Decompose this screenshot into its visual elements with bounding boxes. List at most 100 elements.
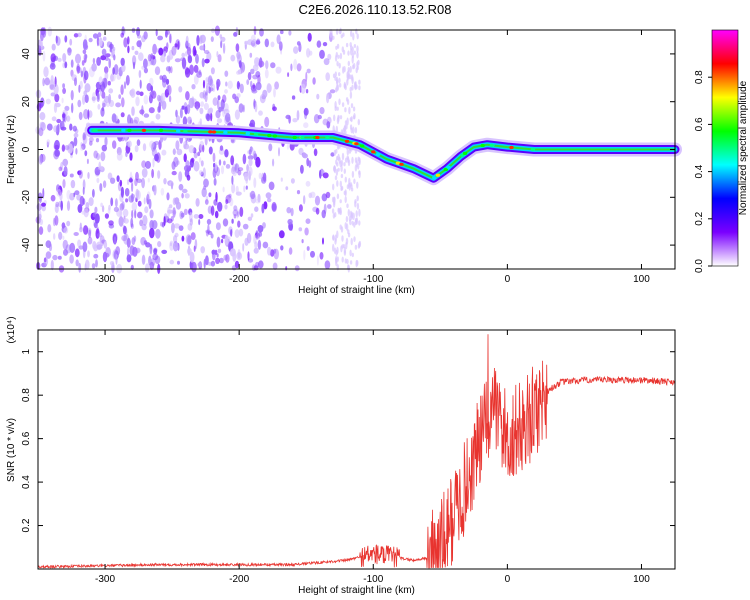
noise-speck [63, 249, 68, 256]
noise-speck [247, 72, 252, 81]
y-tick-label: -20 [21, 190, 32, 205]
noise-speck [120, 32, 124, 38]
noise-speck [306, 68, 311, 74]
noise-speck [319, 252, 324, 260]
noise-speck [148, 198, 152, 210]
noise-speck [255, 261, 260, 268]
noise-speck [350, 103, 354, 109]
noise-speck [166, 218, 173, 224]
noise-speck [351, 170, 355, 178]
noise-speck [336, 180, 339, 187]
noise-speck [255, 40, 261, 45]
noise-speck [234, 109, 240, 120]
noise-speck [316, 255, 319, 266]
noise-speck [199, 45, 205, 51]
noise-speck [40, 40, 43, 48]
noise-speck [349, 260, 353, 265]
noise-speck [232, 209, 239, 217]
noise-speck [142, 215, 148, 226]
noise-speck [115, 102, 121, 108]
noise-speck [202, 144, 205, 153]
noise-speck [110, 177, 116, 184]
noise-speck [253, 177, 257, 189]
noise-speck [42, 50, 46, 62]
noise-speck [168, 95, 172, 103]
noise-speck [83, 109, 89, 120]
y-tick-label: 1 [21, 349, 32, 355]
noise-speck [169, 240, 174, 251]
noise-speck [45, 98, 51, 105]
noise-speck [231, 175, 234, 185]
noise-speck [352, 126, 355, 134]
noise-speck [189, 251, 195, 263]
noise-speck [350, 184, 353, 190]
noise-speck [101, 48, 107, 56]
noise-speckles [35, 25, 362, 274]
noise-speck [332, 243, 335, 252]
noise-speck [165, 29, 168, 38]
noise-speck [81, 60, 85, 66]
noise-speck [62, 158, 69, 167]
noise-speck [123, 37, 128, 48]
noise-speck [333, 247, 337, 254]
noise-speck [353, 44, 357, 48]
noise-speck [98, 37, 103, 47]
noise-speck [143, 94, 149, 105]
noise-speck [73, 232, 79, 236]
noise-speck [154, 255, 161, 265]
noise-speck [336, 193, 340, 200]
noise-speck [84, 83, 91, 93]
noise-speck [354, 83, 357, 91]
noise-speck [350, 74, 354, 81]
noise-speck [180, 212, 185, 218]
noise-speck [265, 192, 272, 199]
noise-speck [349, 91, 353, 99]
noise-speck [127, 247, 130, 258]
noise-speck [216, 253, 219, 258]
noise-speck [220, 40, 223, 49]
noise-speck [247, 155, 254, 160]
noise-speck [54, 144, 60, 150]
noise-speck [91, 63, 97, 72]
noise-speck [131, 202, 137, 212]
noise-speck [232, 171, 237, 177]
noise-speck [344, 195, 347, 204]
noise-speck [249, 119, 256, 129]
noise-speck [177, 260, 180, 265]
snr-frame [37, 329, 676, 570]
noise-speck [293, 58, 298, 70]
noise-speck [50, 75, 54, 84]
noise-speck [322, 118, 329, 126]
noise-speck [93, 150, 98, 159]
noise-speck [335, 149, 338, 154]
noise-speck [296, 41, 301, 46]
noise-speck [355, 210, 358, 218]
noise-speck [42, 188, 45, 199]
noise-speck [146, 59, 152, 67]
noise-speck [337, 54, 340, 59]
noise-speck [199, 35, 203, 45]
noise-speck [296, 190, 301, 195]
noise-speck [234, 229, 240, 238]
noise-speck [123, 233, 130, 245]
noise-speck [247, 39, 253, 46]
noise-speck [239, 83, 244, 94]
noise-speck [83, 70, 89, 81]
noise-speck [354, 200, 357, 208]
noise-speck [116, 152, 123, 161]
noise-speck [55, 36, 61, 46]
noise-speck [108, 93, 112, 104]
noise-speck [101, 144, 108, 152]
noise-speck [248, 149, 252, 155]
noise-speck [71, 102, 74, 114]
ridge-blob [253, 132, 259, 136]
noise-speck [338, 72, 341, 77]
noise-speck [87, 109, 90, 120]
noise-speck [181, 105, 185, 110]
ridge-blob [292, 135, 297, 140]
noise-speck [267, 198, 272, 203]
noise-speck [108, 43, 114, 49]
snr-y-label: SNR (10 * v/v) [6, 418, 17, 482]
noise-speck [341, 235, 344, 242]
noise-speck [166, 42, 169, 50]
